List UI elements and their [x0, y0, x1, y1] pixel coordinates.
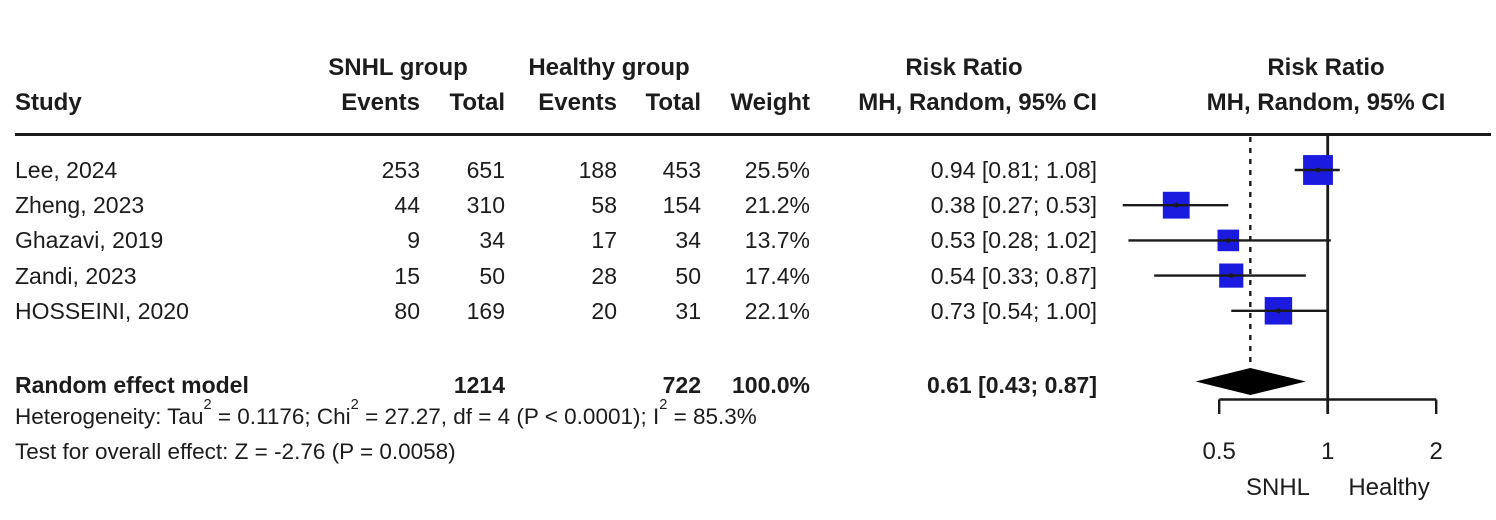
- heterogeneity-line: Heterogeneity: Tau2 = 0.1176; Chi2 = 27.…: [15, 398, 757, 431]
- snhl-total: 169: [466, 297, 505, 324]
- header-snhl-group: SNHL group: [328, 54, 468, 81]
- study-name: Zheng, 2023: [15, 192, 145, 219]
- axis-label-healthy: Healthy: [1348, 474, 1430, 501]
- study-name: Lee, 2024: [15, 157, 118, 183]
- healthy-total: 31: [675, 297, 701, 324]
- superscript: 2: [659, 396, 668, 413]
- weight-value: 21.2%: [744, 192, 810, 219]
- header-mh-ci-plot: MH, Random, 95% CI: [1206, 89, 1446, 116]
- snhl-total: 310: [466, 192, 505, 219]
- healthy-events: 188: [578, 157, 617, 183]
- risk-ratio-ci: 0.53 [0.28; 1.02]: [930, 227, 1097, 254]
- pooled-risk-ratio-ci: 0.61 [0.43; 0.87]: [926, 372, 1097, 398]
- healthy-total: 50: [675, 262, 701, 289]
- header-weight: Weight: [730, 89, 810, 116]
- snhl-events: 253: [381, 157, 420, 183]
- text-segment: Heterogeneity: Tau: [15, 404, 204, 429]
- weight-value: 22.1%: [744, 297, 810, 324]
- header-study: Study: [15, 89, 82, 116]
- study-name: Zandi, 2023: [15, 262, 137, 289]
- healthy-total: 453: [662, 157, 701, 183]
- risk-ratio-ci: 0.94 [0.81; 1.08]: [930, 157, 1097, 183]
- superscript: 2: [203, 396, 212, 413]
- healthy-events: 28: [591, 262, 617, 289]
- x-axis-tick-label: 2: [1429, 438, 1443, 465]
- header-healthy-total: Total: [645, 89, 701, 116]
- overall-effect-line: Test for overall effect: Z = -2.76 (P = …: [15, 439, 456, 464]
- healthy-total: 154: [662, 192, 701, 219]
- snhl-events: 80: [394, 297, 420, 324]
- header-healthy-events: Events: [538, 89, 617, 116]
- risk-ratio-ci: 0.54 [0.33; 0.87]: [930, 262, 1097, 289]
- snhl-total: 651: [466, 157, 505, 183]
- table-row: Lee, 2024 253 651 188 453 25.5% 0.94 [0.81; 1.…: [0, 155, 1496, 185]
- table-row: Zheng, 2023 44 310 58 154 21.2% 0.38 [0.27; 0.…: [0, 190, 1496, 220]
- table-row: HOSSEINI, 2020 80 169 20 31 22.1% 0.73 [0.54; …: [0, 296, 1496, 326]
- weight-value: 25.5%: [744, 157, 810, 183]
- text-segment: = 0.1176; Chi: [211, 404, 351, 429]
- healthy-total: 34: [675, 227, 701, 254]
- header-risk-ratio-col: Risk Ratio: [905, 54, 1023, 81]
- risk-ratio-ci: 0.73 [0.54; 1.00]: [930, 297, 1097, 324]
- table-row: Zandi, 2023 15 50 28 50 17.4% 0.54 [0.33; 0.87…: [0, 261, 1496, 291]
- x-axis-tick-label: 0.5: [1202, 438, 1236, 465]
- header-snhl-events: Events: [341, 89, 420, 116]
- header-healthy-group: Healthy group: [528, 54, 690, 81]
- pooled-weight: 100.0%: [731, 372, 810, 398]
- snhl-events: 15: [394, 262, 420, 289]
- healthy-events: 17: [591, 227, 617, 254]
- header-divider-rule: [15, 133, 1491, 136]
- snhl-events: 9: [407, 227, 420, 254]
- weight-value: 17.4%: [744, 262, 810, 289]
- risk-ratio-ci: 0.38 [0.27; 0.53]: [930, 192, 1097, 219]
- healthy-events: 58: [591, 192, 617, 219]
- snhl-total: 50: [479, 262, 505, 289]
- study-name: Ghazavi, 2019: [15, 227, 164, 254]
- superscript: 2: [350, 396, 359, 413]
- pooled-snhl-total: 1214: [453, 372, 505, 398]
- pooled-row: Random effect model 1214 722 100.0% 0.61…: [0, 370, 1496, 400]
- header-snhl-total: Total: [449, 89, 505, 116]
- healthy-events: 20: [591, 297, 617, 324]
- header-mh-ci-col: MH, Random, 95% CI: [858, 89, 1097, 116]
- x-axis-tick-label: 1: [1321, 438, 1335, 465]
- snhl-events: 44: [394, 192, 420, 219]
- table-row: Ghazavi, 2019 9 34 17 34 13.7% 0.53 [0.28; 1.0…: [0, 225, 1496, 255]
- pooled-label: Random effect model: [15, 372, 249, 398]
- header-risk-ratio-plot: Risk Ratio: [1267, 54, 1385, 81]
- study-name: HOSSEINI, 2020: [15, 297, 189, 324]
- text-segment: = 27.27, df = 4 (P < 0.0001); I: [358, 404, 660, 429]
- axis-label-snhl: SNHL: [1245, 474, 1311, 501]
- pooled-healthy-total: 722: [662, 372, 701, 398]
- snhl-total: 34: [479, 227, 505, 254]
- text-segment: = 85.3%: [667, 404, 757, 429]
- weight-value: 13.7%: [744, 227, 810, 254]
